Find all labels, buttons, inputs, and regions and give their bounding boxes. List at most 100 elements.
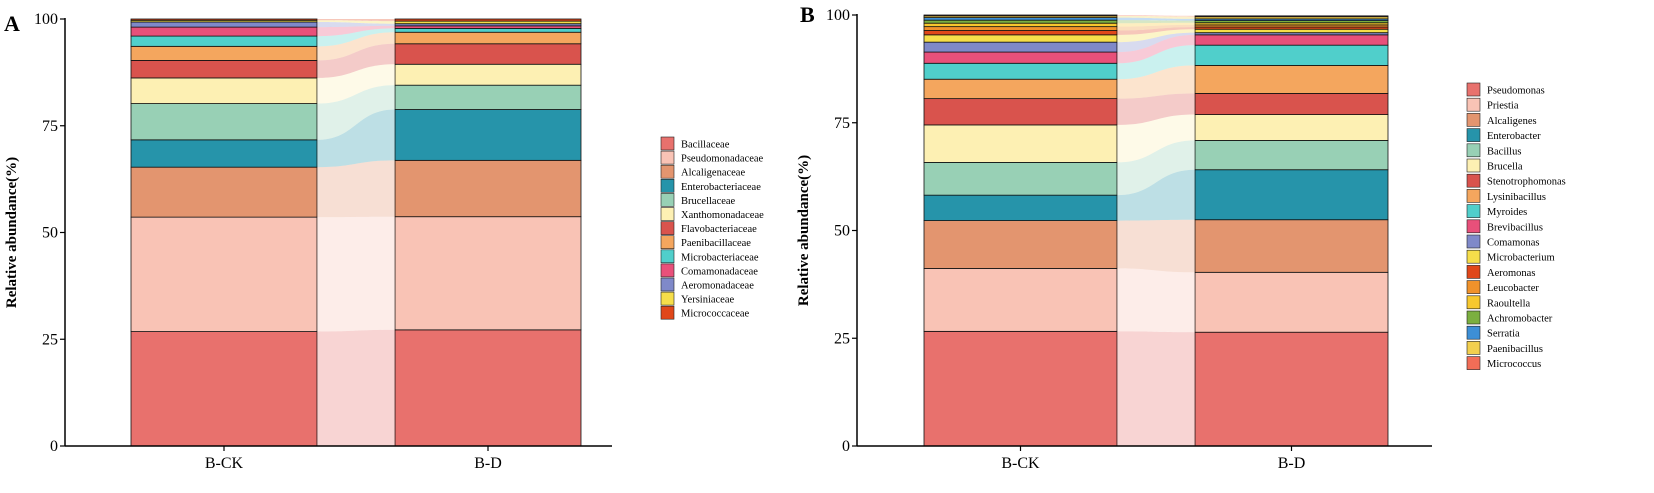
flow-comamonas <box>1117 32 1195 53</box>
bar-segment-paenibacillaceae-b-d <box>394 31 582 45</box>
legend-label: Bacillus <box>1487 146 1521 157</box>
legend-item: Micrococcaceae <box>660 305 750 320</box>
bar-segment-priestia-b-d <box>1194 271 1389 333</box>
legend-label: Paenibacillus <box>1487 344 1543 355</box>
bars <box>130 18 582 447</box>
legend-item: Paenibacillus <box>1466 341 1543 355</box>
legend-swatch <box>660 193 675 207</box>
legend-label: Serratia <box>1487 329 1520 340</box>
legend-label: Lysinibacillus <box>1487 192 1546 203</box>
legend-label: Yersiniaceae <box>681 295 735 306</box>
legend-label: Micrococcaceae <box>681 309 750 320</box>
legend-swatch <box>1466 143 1481 158</box>
y-tick-label: 75 <box>42 118 58 135</box>
legend-swatch <box>660 207 675 221</box>
legend-swatch <box>660 179 675 193</box>
bar-segment-microbacterium-b-ck <box>923 34 1118 43</box>
legend-item: Aeromonadaceae <box>660 277 754 292</box>
legend-label: Leucobacter <box>1487 283 1539 294</box>
bar-segment-enterobacter-b-d <box>1194 169 1389 221</box>
bar-segment-paenibacillaceae-b-ck <box>130 45 318 61</box>
legend-item: Stenotrophomonas <box>1466 173 1566 188</box>
bar-segment-enterobacteriaceae-b-ck <box>130 139 318 168</box>
legend-item: Achromobacter <box>1466 310 1553 325</box>
legend-label: Aeromonadaceae <box>681 281 754 292</box>
y-tick-label: 0 <box>842 438 850 455</box>
flow-paenibacillus <box>1117 15 1195 19</box>
legend-swatch <box>1466 82 1481 97</box>
flow-pseudomonadaceae <box>317 216 395 332</box>
legend-label: Myroides <box>1487 207 1527 218</box>
bar-segment-flavobacteriaceae-b-d <box>394 43 582 65</box>
bar-segment-micrococcaceae-b-ck <box>130 18 318 21</box>
bar-segment-bacillus-b-d <box>1194 140 1389 171</box>
legend-label: Aeromonas <box>1487 268 1535 279</box>
bar-segment-micrococcus-b-d <box>1194 15 1389 18</box>
bar-segment-flavobacteriaceae-b-ck <box>130 60 318 79</box>
flow-enterobacteriaceae <box>317 109 395 168</box>
legend: Pseudomonas Priestia Alcaligenes Enterobact… <box>1466 82 1566 370</box>
bar-segment-microbacterium-b-d <box>1194 28 1389 34</box>
bar-segment-myroides-b-d <box>1194 44 1389 66</box>
legend-item: Priestia <box>1466 97 1519 112</box>
legend-label: Flavobacteriaceae <box>681 224 757 235</box>
legend-swatch <box>1466 158 1481 173</box>
legend-item: Bacillaceae <box>660 136 730 151</box>
bar-segment-enterobacteriaceae-b-d <box>394 109 582 161</box>
legend-swatch <box>660 136 675 151</box>
y-axis-label: Relative abundance(%) <box>4 157 20 308</box>
flow-leucobacter <box>1117 24 1195 31</box>
legend-label: Xanthomonadaceae <box>681 210 764 221</box>
legend-swatch <box>1466 295 1481 310</box>
bar-segment-brucella-b-d <box>1194 114 1389 141</box>
y-tick-label: 50 <box>834 223 850 240</box>
flow-brevibacillus <box>1117 34 1195 64</box>
legend-swatch <box>1466 189 1481 203</box>
legend-item: Bacillus <box>1466 143 1521 158</box>
y-tick-label: 25 <box>834 330 850 347</box>
bar-segment-alcaligenes-b-d <box>1194 219 1389 273</box>
legend-item: Paenibacillaceae <box>660 235 751 249</box>
legend-swatch <box>1466 310 1481 325</box>
legend-swatch <box>660 235 675 249</box>
flow-brucellaceae <box>317 85 395 140</box>
x-tick-label-b-ck: B-CK <box>1001 455 1040 472</box>
legend-item: Brevibacillus <box>1466 219 1543 233</box>
legend-swatch <box>1466 113 1481 127</box>
bar-segment-pseudomonas-b-d <box>1194 331 1389 447</box>
legend-swatch <box>660 305 675 320</box>
y-tick-label: 0 <box>50 438 58 455</box>
bar-segment-comamonadaceae-b-ck <box>130 26 318 37</box>
legend-label: Brucella <box>1487 162 1523 173</box>
bar-segment-alcaligenes-b-ck <box>923 220 1118 269</box>
legend-swatch <box>1466 265 1481 279</box>
legend-swatch <box>660 263 675 278</box>
legend-swatch <box>1466 173 1481 188</box>
legend-swatch <box>1466 356 1481 370</box>
bar-segment-bacillus-b-ck <box>923 162 1118 196</box>
bar-segment-brevibacillus-b-d <box>1194 34 1389 46</box>
legend-label: Raoultella <box>1487 298 1530 309</box>
legend-item: Raoultella <box>1466 295 1530 310</box>
chart-panel-A: A Relative abundance(%) 0 25 50 75 100 B-CK B-D B… <box>4 11 764 472</box>
legend-label: Microbacteriaceae <box>681 252 759 263</box>
legend-swatch <box>1466 128 1481 142</box>
flow-raoultella <box>1117 22 1195 27</box>
legend-item: Alcaligenaceae <box>660 164 745 179</box>
legend-swatch <box>1466 341 1481 355</box>
flow-enterobacter <box>1117 169 1195 221</box>
legend-label: Comamonas <box>1487 238 1540 249</box>
y-tick-label: 100 <box>826 7 850 24</box>
legend-item: Pseudomonadaceae <box>660 150 764 165</box>
bar-segment-micrococcaceae-b-d <box>394 18 582 22</box>
legend-item: Comamonas <box>1466 234 1540 249</box>
bar-segment-alcaligenaceae-b-ck <box>130 166 318 218</box>
flow-pseudomonas <box>1117 331 1195 446</box>
bar-segment-comamonas-b-ck <box>923 41 1118 53</box>
legend-swatch <box>1466 234 1481 249</box>
legend-item: Enterobacteriaceae <box>660 179 761 193</box>
bar-segment-xanthomonadaceae-b-d <box>394 63 582 86</box>
bar-segment-brevibacillus-b-ck <box>923 51 1118 64</box>
legend-label: Alcaligenes <box>1487 116 1537 127</box>
legend-label: Bacillaceae <box>681 140 730 151</box>
